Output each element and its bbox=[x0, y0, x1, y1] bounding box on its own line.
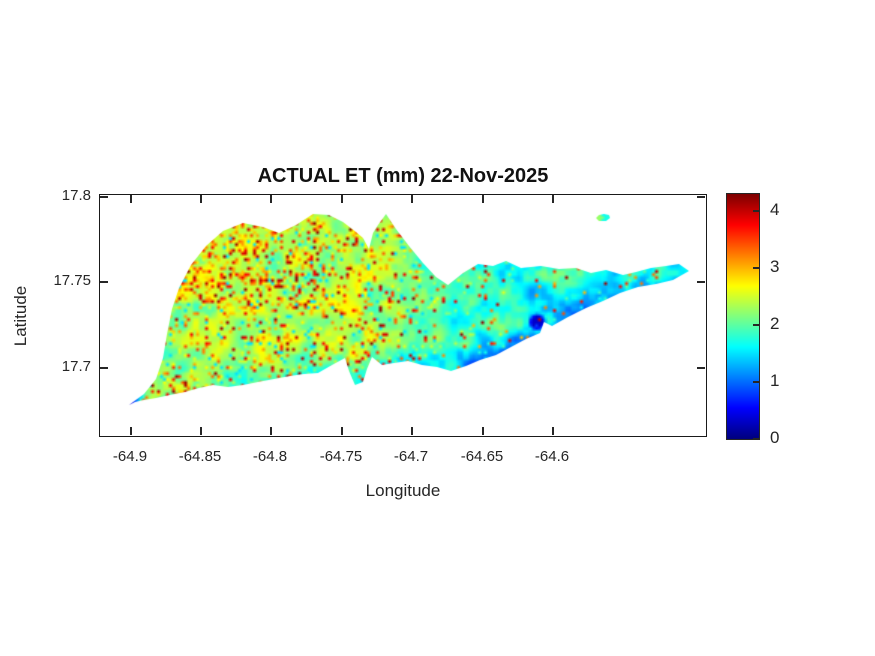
colorbar-tick-mark bbox=[753, 267, 759, 269]
colorbar-tick-label: 1 bbox=[770, 371, 780, 391]
x-tick-label: -64.6 bbox=[534, 448, 570, 465]
tick-mark bbox=[130, 427, 132, 435]
x-tick-label: -64.7 bbox=[393, 448, 429, 465]
tick-mark bbox=[552, 195, 554, 203]
y-tick-label: 17.8 bbox=[61, 187, 91, 204]
colorbar-tick-mark bbox=[753, 438, 759, 440]
tick-mark bbox=[697, 281, 705, 283]
tick-mark bbox=[411, 427, 413, 435]
colorbar-tick-mark bbox=[753, 381, 759, 383]
colorbar-tick-label: 3 bbox=[770, 257, 780, 277]
plot-area bbox=[99, 194, 708, 438]
colorbar-tick-label: 0 bbox=[770, 428, 780, 447]
colorbar-tick-mark bbox=[753, 210, 759, 212]
colorbar-tick-label: 2 bbox=[770, 314, 780, 334]
tick-mark bbox=[482, 195, 484, 203]
tick-mark bbox=[130, 195, 132, 203]
tick-mark bbox=[697, 367, 705, 369]
y-tick-label: 17.7 bbox=[61, 358, 91, 375]
tick-mark bbox=[200, 195, 202, 203]
tick-mark bbox=[482, 427, 484, 435]
tick-mark bbox=[697, 196, 705, 198]
tick-mark bbox=[270, 195, 272, 203]
tick-mark bbox=[552, 427, 554, 435]
tick-mark bbox=[411, 195, 413, 203]
chart-title: ACTUAL ET (mm) 22-Nov-2025 bbox=[257, 165, 549, 187]
x-tick-label: -64.9 bbox=[112, 448, 148, 465]
colorbar-gradient-canvas bbox=[727, 194, 759, 439]
tick-mark bbox=[341, 195, 343, 203]
tick-mark bbox=[200, 427, 202, 435]
et-map-canvas bbox=[100, 195, 708, 438]
tick-mark bbox=[100, 367, 108, 369]
tick-mark bbox=[100, 196, 108, 198]
x-axis-label: Longitude bbox=[365, 481, 441, 500]
colorbar-tick-mark bbox=[753, 324, 759, 326]
tick-mark bbox=[270, 427, 272, 435]
x-tick-label: -64.8 bbox=[252, 448, 288, 465]
colorbar bbox=[726, 193, 760, 440]
x-tick-label: -64.75 bbox=[319, 448, 363, 465]
y-tick-label: 17.75 bbox=[53, 272, 91, 289]
tick-mark bbox=[341, 427, 343, 435]
x-tick-label: -64.85 bbox=[178, 448, 222, 465]
colorbar-tick-label: 4 bbox=[770, 200, 780, 220]
x-tick-label: -64.65 bbox=[460, 448, 504, 465]
tick-mark bbox=[100, 281, 108, 283]
